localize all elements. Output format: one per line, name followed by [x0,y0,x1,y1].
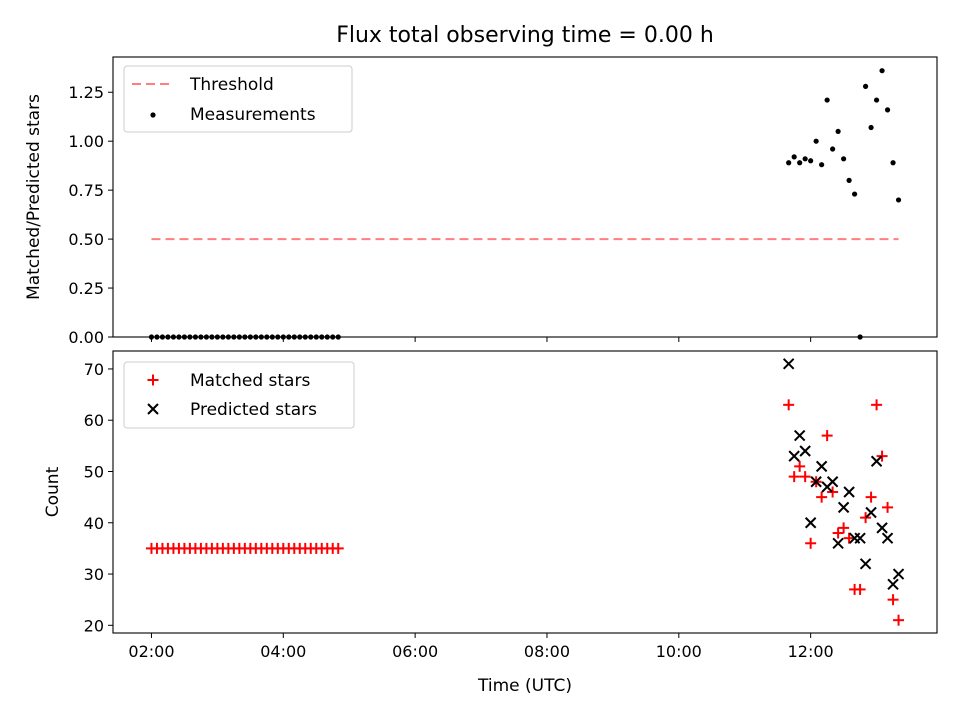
predicted-star-point [876,522,888,534]
measurement-point [846,177,852,183]
measurement-point [852,191,858,197]
legend-matched-swatch [147,374,159,386]
y-tick-label: 40 [84,514,104,533]
predicted-star-point [865,506,877,519]
bottom-legend: Matched stars Predicted stars [123,361,355,429]
y-tick-label: 50 [84,462,104,481]
bottom-axes-frame [112,350,938,634]
matched-star-point [794,460,806,472]
predicted-star-point [843,486,855,498]
measurement-point [797,160,803,166]
predicted-star-point [859,558,872,570]
legend-box [123,361,355,429]
x-tick-label: 10:00 [656,642,702,661]
matched-star-point [816,491,828,503]
matched-star-point [838,522,850,534]
top-panel: 0.00 0.25 0.50 0.75 1.00 1.25 Threshold Measure… [68,56,938,347]
matched-star-point [332,542,344,554]
predicted-star-point [826,476,839,488]
measurement-point [879,68,885,74]
bottom-panel: 20 30 40 50 60 70 02:00 04:00 06:00 08:00 10:00 12:… [84,350,938,661]
measurement-point [824,97,830,103]
legend-predicted-swatch [147,403,159,415]
predicted-star-point [810,476,822,488]
matched-star-point [805,537,817,549]
chart-title: Flux total observing time = 0.00 h [336,23,714,48]
matched-star-point [871,399,883,411]
y-tick-label: 30 [84,565,104,584]
legend-measurements-label: Measurements [190,105,316,125]
predicted-star-point [782,358,795,370]
measurement-point [868,124,874,131]
predicted-star-point [887,578,899,590]
predicted-star-point [892,568,905,580]
predicted-star-point [815,460,828,473]
x-tick-label: 04:00 [260,642,306,661]
legend-matched-label: Matched stars [190,371,310,391]
measurement-point [791,154,797,160]
x-tick-label: 08:00 [524,642,570,661]
measurement-point [873,97,880,103]
y-tick-label: 0.75 [68,181,104,200]
measurement-point [808,158,814,164]
predicted-star-point [804,517,817,529]
matched-star-point [783,399,795,411]
x-tick-label: 06:00 [392,642,438,661]
matched-star-point [799,471,811,483]
y-tick-label: 0.00 [68,328,104,347]
predicted-star-point [881,532,894,544]
matched-star-point [854,583,866,595]
y-tick-label: 60 [84,411,104,430]
matched-star-point [860,512,872,524]
measurement-point [835,128,841,135]
y-tick-label: 0.50 [68,230,104,249]
measurement-point [862,83,869,89]
matched-star-point [865,491,877,503]
measurement-point [819,162,825,168]
measurement-point [884,107,891,113]
top-legend: Threshold Measurements [123,65,353,133]
top-axes-frame [112,56,938,338]
predicted-star-point [854,532,866,544]
x-tick-label: 12:00 [788,642,834,661]
predicted-star-point [870,455,883,467]
measurement-point [813,138,819,144]
matched-star-point [893,614,905,626]
matched-star-point [832,527,844,539]
predicted-star-point [788,450,800,462]
x-tick-label: 02:00 [128,642,174,661]
matched-star-point [827,486,839,498]
legend-threshold-label: Threshold [189,75,274,95]
matched-star-point [876,450,888,462]
predicted-star-point [799,445,811,457]
y-tick-label: 70 [84,360,104,379]
bottom-y-axis-label: Count [43,466,63,517]
predicted-star-point [793,429,806,442]
matched-star-point [821,430,833,442]
measurement-point [841,156,847,162]
matched-star-point [788,471,800,483]
top-y-axis-label: Matched/Predicted stars [24,94,44,300]
legend-predicted-label: Predicted stars [190,400,317,420]
measurement-point [786,160,792,166]
y-tick-label: 20 [84,616,104,635]
x-axis-label: Time (UTC) [477,676,572,696]
matched-star-point [843,532,855,544]
y-tick-label: 1.00 [68,132,104,151]
predicted-star-point [837,501,850,514]
measurement-point [895,197,902,203]
measurement-point [802,156,808,162]
matched-star-point [882,501,894,513]
y-tick-label: 1.25 [68,83,104,102]
measurement-point [830,146,836,152]
legend-box [123,65,353,133]
y-tick-label: 0.25 [68,279,104,298]
legend-measurements-swatch [150,112,156,118]
predicted-star-point [832,537,844,549]
measurement-point [890,160,896,166]
matched-star-point [887,594,899,606]
